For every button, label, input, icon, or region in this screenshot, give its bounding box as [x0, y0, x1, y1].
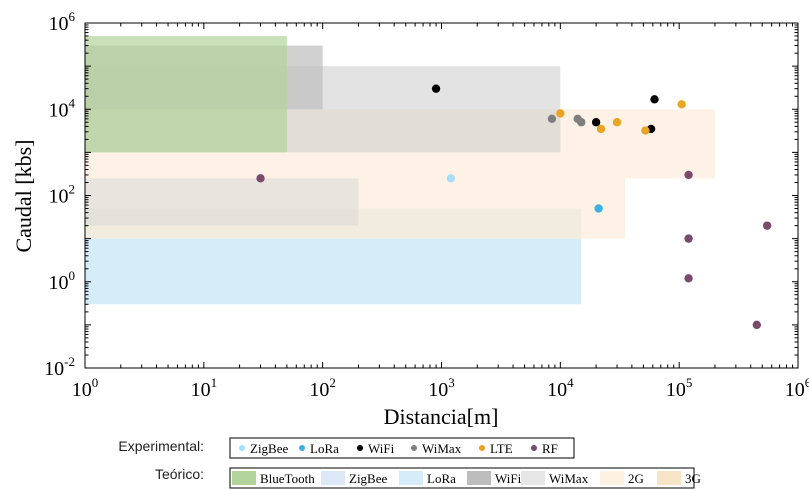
y-tick-label: 100 — [49, 268, 76, 294]
x-axis-label: Distancia[m] — [384, 404, 499, 429]
legend-label-theoretical-lora: LoRa — [427, 471, 456, 486]
theoretical-regions — [85, 35, 715, 305]
region-wimax-4 — [85, 178, 359, 226]
point-wimax-0 — [547, 114, 557, 124]
experimental-points — [256, 84, 772, 330]
point-lte-1 — [596, 124, 606, 134]
point-rf-0 — [256, 174, 265, 183]
x-tick-label: 104 — [547, 375, 574, 401]
legend-swatch-lora — [399, 471, 423, 485]
legend-label-theoretical-wimax: WiMax — [549, 471, 589, 486]
point-wimax-2 — [577, 118, 586, 127]
legend-marker-wifi — [357, 445, 363, 451]
legend-label-theoretical-bluetooth: BlueTooth — [260, 471, 315, 486]
legend-label-theoretical-3g: 3G — [685, 471, 701, 486]
legend-label-theoretical-2g: 2G — [628, 471, 644, 486]
point-lora-0 — [594, 204, 603, 213]
point-wifi-0 — [431, 84, 441, 93]
point-rf-3 — [684, 274, 693, 283]
legend-theoretical-box — [229, 467, 695, 489]
legend-swatch-bluetooth — [232, 471, 256, 485]
point-lte-3 — [641, 126, 650, 135]
legend-label-rf: RF — [542, 441, 558, 456]
legend-experimental-box — [229, 437, 575, 459]
x-tick-label: 106 — [785, 375, 809, 401]
legend-swatch-2g — [600, 471, 624, 485]
legend-swatch-wifi — [467, 471, 491, 485]
point-rf-1 — [684, 170, 693, 180]
point-rf-5 — [762, 221, 772, 230]
legend-swatch-3g — [657, 471, 681, 485]
legend-swatch-wimax — [521, 471, 545, 485]
region-zigbee-0 — [85, 238, 582, 305]
legend-label-lora: LoRa — [310, 441, 339, 456]
x-tick-label: 102 — [309, 375, 336, 401]
point-lte-4 — [677, 100, 686, 109]
legend-label-wimax: WiMax — [422, 441, 462, 456]
legend-label-wifi: WiFi — [368, 441, 395, 456]
legend-label-zigbee: ZigBee — [250, 441, 288, 456]
y-tick-label: 106 — [49, 9, 76, 35]
legend-theoretical-title: Teórico: — [155, 466, 204, 482]
legend-marker-zigbee — [239, 445, 245, 451]
x-tick-label: 101 — [191, 375, 218, 401]
point-wifi-3 — [650, 95, 659, 104]
legend-marker-lora — [299, 445, 305, 451]
y-tick-label: 104 — [49, 95, 76, 121]
point-lte-2 — [612, 118, 622, 127]
point-zigbee-0 — [446, 174, 456, 183]
y-tick-label: 10-2 — [44, 354, 75, 380]
legend-marker-rf — [531, 445, 537, 451]
legend: Experimental: Teórico: ZigBee LoRa WiFi WiMax… — [118, 437, 701, 489]
y-axis-label: Caudal [kbs] — [11, 139, 36, 252]
y-tick-label: 102 — [49, 182, 76, 208]
legend-marker-lte — [479, 445, 485, 451]
legend-label-theoretical-zigbee: ZigBee — [349, 471, 387, 486]
x-tick-label: 100 — [72, 375, 99, 401]
point-rf-2 — [684, 234, 693, 243]
region-bluetooth-7 — [85, 35, 287, 153]
legend-label-theoretical-wifi: WiFi — [495, 471, 522, 486]
point-rf-4 — [752, 320, 761, 330]
legend-swatch-zigbee — [321, 471, 345, 485]
x-tick-label: 103 — [428, 375, 455, 401]
x-tick-label: 105 — [666, 375, 693, 401]
legend-label-lte: LTE — [490, 441, 513, 456]
legend-experimental-title: Experimental: — [118, 438, 204, 454]
point-lte-0 — [556, 109, 565, 118]
legend-marker-wimax — [411, 445, 417, 451]
point-wifi-1 — [591, 118, 601, 127]
